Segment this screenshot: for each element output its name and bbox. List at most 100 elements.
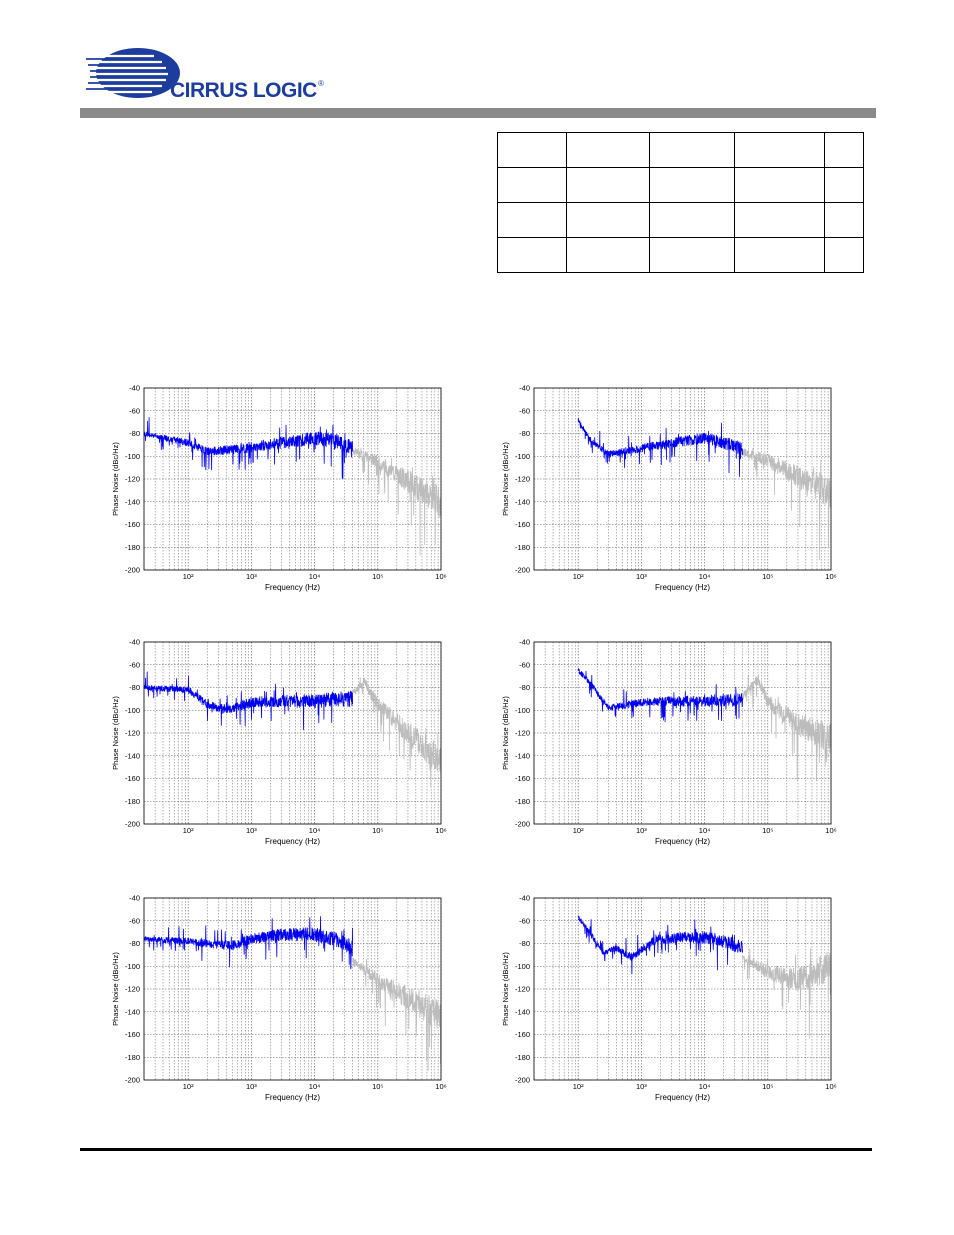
x-tick-label: 10³ bbox=[636, 826, 647, 835]
y-tick-label: -80 bbox=[519, 939, 530, 948]
plot-border bbox=[533, 897, 832, 1081]
table-row bbox=[497, 167, 864, 203]
table-cell bbox=[824, 132, 864, 168]
table-cell bbox=[497, 167, 567, 203]
phase-noise-chart-3: -40 -60 -80 -100 -120 -140 -160 -180 -200 10² 10³ 1… bbox=[106, 634, 451, 854]
y-tick-label: -180 bbox=[515, 1053, 530, 1062]
logo-graphic: CIRRUS LOGIC ® bbox=[84, 48, 324, 102]
x-tick-label: 10⁶ bbox=[435, 572, 446, 581]
out-of-band-noise-trace bbox=[352, 957, 442, 1072]
y-tick-label: -200 bbox=[515, 566, 530, 575]
x-tick-label: 10⁴ bbox=[309, 826, 321, 835]
in-band-noise-trace bbox=[143, 916, 353, 970]
out-of-band-noise-trace bbox=[742, 448, 832, 561]
table-cell bbox=[497, 132, 567, 168]
x-tick-label: 10⁵ bbox=[372, 826, 383, 835]
plot-border bbox=[533, 387, 832, 571]
x-tick-label: 10⁴ bbox=[699, 1082, 711, 1091]
table-cell bbox=[734, 132, 825, 168]
y-tick-label: -60 bbox=[519, 660, 530, 669]
table-cell bbox=[824, 202, 864, 238]
y-tick-label: -100 bbox=[515, 452, 530, 461]
plot-border bbox=[143, 387, 442, 571]
x-axis-label: Frequency (Hz) bbox=[655, 583, 710, 592]
x-tick-label: 10² bbox=[573, 1082, 584, 1091]
y-axis-label: Phase Noise (dBc/Hz) bbox=[111, 442, 120, 516]
table-row bbox=[497, 132, 864, 168]
table-cell bbox=[497, 237, 567, 273]
y-axis-label: Phase Noise (dBc/Hz) bbox=[111, 696, 120, 770]
x-tick-label: 10⁴ bbox=[699, 572, 711, 581]
in-band-noise-trace bbox=[577, 668, 743, 723]
phase-noise-chart-5: -40 -60 -80 -100 -120 -140 -160 -180 -200 10² 10³ 1… bbox=[106, 890, 451, 1110]
table-cell bbox=[566, 237, 650, 273]
y-tick-label: -200 bbox=[515, 820, 530, 829]
y-tick-label: -120 bbox=[515, 985, 530, 994]
x-tick-label: 10² bbox=[183, 826, 194, 835]
y-tick-label: -140 bbox=[515, 751, 530, 760]
x-tick-label: 10⁴ bbox=[309, 1082, 321, 1091]
x-tick-label: 10⁶ bbox=[435, 826, 446, 835]
y-tick-label: -200 bbox=[515, 1076, 530, 1085]
y-tick-label: -180 bbox=[515, 797, 530, 806]
chart-svg: -40 -60 -80 -100 -120 -140 -160 -180 -200 10² 10³ 1… bbox=[501, 384, 837, 593]
x-tick-label: 10⁶ bbox=[435, 1082, 446, 1091]
x-tick-label: 10⁴ bbox=[699, 826, 711, 835]
x-tick-label: 10³ bbox=[246, 572, 257, 581]
y-tick-label: -80 bbox=[519, 429, 530, 438]
chart-svg: -40 -60 -80 -100 -120 -140 -160 -180 -200 10² 10³ 1… bbox=[111, 894, 447, 1103]
x-axis-label: Frequency (Hz) bbox=[655, 837, 710, 846]
footer-rule bbox=[80, 1148, 872, 1151]
y-tick-label: -180 bbox=[125, 543, 140, 552]
y-tick-label: -100 bbox=[125, 452, 140, 461]
y-tick-label: -180 bbox=[125, 797, 140, 806]
y-tick-label: -60 bbox=[129, 406, 140, 415]
y-tick-label: -180 bbox=[125, 1053, 140, 1062]
x-axis-label: Frequency (Hz) bbox=[265, 1093, 320, 1102]
y-tick-label: -40 bbox=[129, 638, 140, 647]
y-tick-label: -60 bbox=[129, 660, 140, 669]
plot-border bbox=[143, 641, 442, 825]
x-tick-label: 10⁵ bbox=[762, 826, 773, 835]
x-tick-label: 10⁶ bbox=[825, 572, 836, 581]
y-tick-label: -120 bbox=[125, 475, 140, 484]
table-row bbox=[497, 237, 864, 273]
chart-svg: -40 -60 -80 -100 -120 -140 -160 -180 -200 10² 10³ 1… bbox=[501, 894, 837, 1103]
in-band-noise-trace bbox=[577, 915, 743, 975]
y-tick-label: -120 bbox=[515, 475, 530, 484]
y-tick-label: -120 bbox=[125, 985, 140, 994]
x-tick-label: 10³ bbox=[636, 572, 647, 581]
y-tick-label: -100 bbox=[515, 962, 530, 971]
plot-border bbox=[143, 897, 442, 1081]
y-axis-label: Phase Noise (dBc/Hz) bbox=[501, 442, 510, 516]
y-tick-label: -160 bbox=[515, 520, 530, 529]
plot-border bbox=[533, 641, 832, 825]
y-tick-label: -200 bbox=[125, 566, 140, 575]
logo-wordmark: CIRRUS LOGIC bbox=[170, 79, 317, 102]
y-tick-label: -100 bbox=[125, 706, 140, 715]
y-tick-label: -200 bbox=[125, 820, 140, 829]
table-cell bbox=[649, 167, 735, 203]
out-of-band-noise-trace bbox=[742, 948, 832, 1039]
registered-mark: ® bbox=[318, 79, 324, 88]
y-tick-label: -160 bbox=[125, 1030, 140, 1039]
x-tick-label: 10⁵ bbox=[762, 1082, 773, 1091]
y-tick-label: -80 bbox=[129, 429, 140, 438]
y-tick-label: -100 bbox=[515, 706, 530, 715]
phase-noise-chart-1: -40 -60 -80 -100 -120 -140 -160 -180 -200 10² 10³ 1… bbox=[106, 380, 451, 600]
in-band-noise-trace bbox=[143, 671, 353, 731]
y-axis-label: Phase Noise (dBc/Hz) bbox=[501, 952, 510, 1026]
y-tick-label: -80 bbox=[129, 683, 140, 692]
x-axis-label: Frequency (Hz) bbox=[265, 837, 320, 846]
x-tick-label: 10⁶ bbox=[825, 1082, 836, 1091]
x-tick-label: 10² bbox=[573, 826, 584, 835]
y-tick-label: -160 bbox=[125, 520, 140, 529]
x-axis-label: Frequency (Hz) bbox=[655, 1093, 710, 1102]
x-tick-label: 10⁶ bbox=[825, 826, 836, 835]
x-tick-label: 10² bbox=[183, 572, 194, 581]
x-tick-label: 10⁵ bbox=[372, 572, 383, 581]
cirrus-logic-logo: CIRRUS LOGIC ® bbox=[84, 46, 344, 106]
x-tick-label: 10² bbox=[573, 572, 584, 581]
table-cell bbox=[824, 237, 864, 273]
y-tick-label: -80 bbox=[519, 683, 530, 692]
